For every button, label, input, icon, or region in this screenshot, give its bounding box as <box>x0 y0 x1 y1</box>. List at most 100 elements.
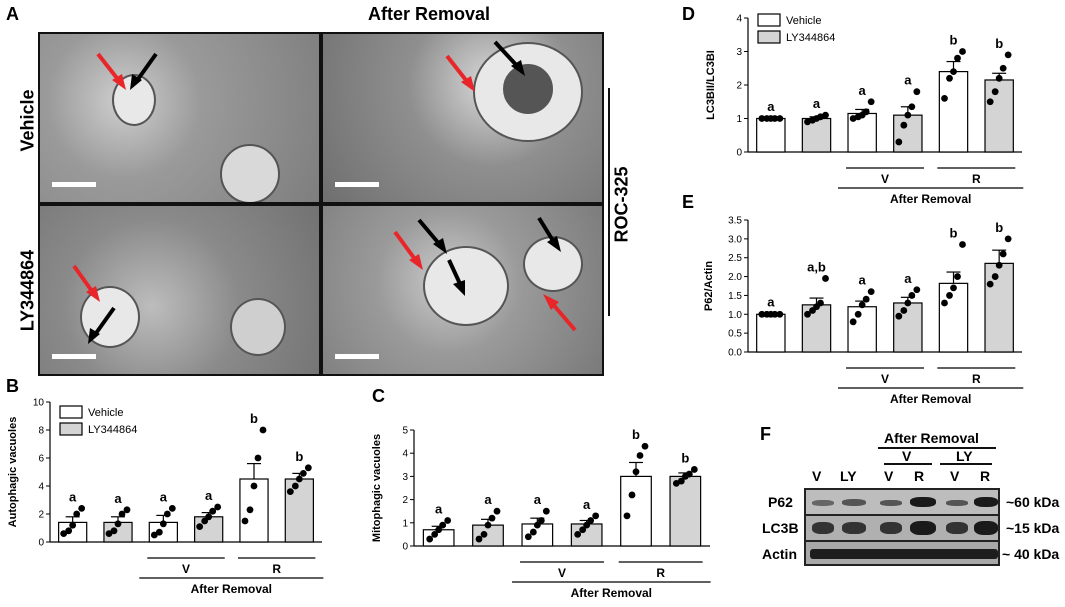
legend-swatch <box>757 13 781 27</box>
data-point <box>431 531 439 538</box>
data-point <box>991 273 999 280</box>
arrows-overlay <box>96 52 158 90</box>
scale-bar <box>335 182 379 187</box>
group-v-line <box>884 463 932 465</box>
y-tick-label: 3 <box>736 47 742 58</box>
data-point <box>488 514 496 522</box>
chart-p62-actin: 0.0 0.5 1.0 1.5 2.0 2.5 3.0 3.5 P62/Actin a a,b a a b… <box>703 216 1024 406</box>
data-point <box>246 506 254 514</box>
data-point <box>587 517 595 524</box>
scale-bar <box>335 354 379 359</box>
data-point <box>123 506 131 514</box>
data-point <box>946 74 953 82</box>
chart-mitophagic-vacuoles: 0 1 2 3 4 5 Mitophagic vacuoles a a a a b b V R After R… <box>371 426 711 600</box>
data-point <box>758 115 766 122</box>
legend-label: LY344864 <box>88 424 137 436</box>
y-tick-label: 4 <box>736 14 742 25</box>
data-point <box>636 452 644 459</box>
significance-letter: a <box>484 492 492 507</box>
data-point <box>533 521 541 529</box>
y-tick-label: 6 <box>38 454 44 465</box>
y-tick-label: 3 <box>402 472 408 483</box>
data-point <box>995 261 1003 269</box>
data-point <box>435 526 443 534</box>
blot-strip-p62 <box>804 488 1000 516</box>
significance-letter: b <box>995 220 1003 235</box>
blot-strip-actin <box>804 540 1000 566</box>
panel-label-b: B <box>6 376 19 396</box>
autophagic-vacuole <box>523 236 583 292</box>
legend-label: LY344864 <box>786 32 835 44</box>
group-label-v: V <box>902 448 912 464</box>
data-point <box>493 507 501 515</box>
significance-letter: a <box>813 96 821 111</box>
y-tick-label: 10 <box>33 398 45 409</box>
data-point <box>822 111 829 119</box>
group-label: V <box>558 566 566 580</box>
panel-a-header: After Removal <box>368 4 491 24</box>
bar <box>984 79 1014 153</box>
y-axis-label: Autophagic vacuoles <box>7 417 19 528</box>
data-point <box>895 138 903 146</box>
data-point <box>574 531 582 538</box>
panel-f-header: After Removal <box>884 430 979 446</box>
data-point <box>941 95 948 102</box>
group-label: R <box>972 172 981 186</box>
significance-letter: a <box>767 99 775 114</box>
data-point <box>632 468 640 476</box>
panel-label-d: D <box>682 4 695 24</box>
data-point <box>524 533 532 541</box>
panel-label-a: A <box>6 4 19 24</box>
data-point <box>259 426 267 434</box>
data-point <box>862 295 870 303</box>
data-point <box>60 530 68 537</box>
data-point <box>163 510 171 518</box>
data-point <box>862 108 870 116</box>
significance-letter: a <box>69 489 77 504</box>
bar <box>847 306 877 353</box>
data-point <box>941 299 948 307</box>
significance-letter: a <box>534 492 542 507</box>
data-point <box>758 310 766 318</box>
bar <box>984 262 1014 353</box>
blot-size-lc3b: ~15 kDa <box>1006 520 1060 536</box>
data-point <box>159 520 167 528</box>
group-label: V <box>182 562 190 576</box>
data-point <box>291 482 299 490</box>
scale-bar <box>52 354 96 359</box>
data-point <box>858 301 866 309</box>
data-point <box>475 535 483 543</box>
significance-letter: b <box>295 449 303 464</box>
y-tick-label: 0 <box>38 538 44 549</box>
chart-autophagic-vacuoles: 0 2 4 6 8 10 Autophagic vacuoles a a a a b b V RAfter … <box>7 398 324 596</box>
significance-letter: a <box>583 497 591 512</box>
data-point <box>959 48 966 55</box>
arrows-overlay <box>445 40 525 92</box>
data-point <box>73 510 81 518</box>
bar <box>239 478 269 543</box>
lane-label: V <box>950 468 960 484</box>
bar <box>938 70 969 153</box>
data-point <box>904 299 912 307</box>
data-point <box>583 521 591 529</box>
group-label: V <box>881 372 889 386</box>
data-point <box>950 284 957 292</box>
data-point <box>114 520 122 528</box>
y-tick-label: 2 <box>38 510 44 521</box>
data-point <box>1004 51 1012 59</box>
data-point <box>685 470 693 478</box>
data-point <box>444 517 452 524</box>
y-tick-label: 3.5 <box>728 216 742 227</box>
data-point <box>950 68 957 75</box>
data-point <box>641 442 649 450</box>
blot-strip-lc3b <box>804 514 1000 542</box>
arrows-overlay <box>393 216 577 332</box>
data-point <box>295 475 303 483</box>
lane-label: V <box>812 468 822 484</box>
data-point <box>908 103 916 111</box>
y-tick-label: 2.0 <box>728 272 742 283</box>
y-tick-label: 1 <box>402 518 408 529</box>
data-point <box>78 505 86 512</box>
data-point <box>677 477 685 485</box>
